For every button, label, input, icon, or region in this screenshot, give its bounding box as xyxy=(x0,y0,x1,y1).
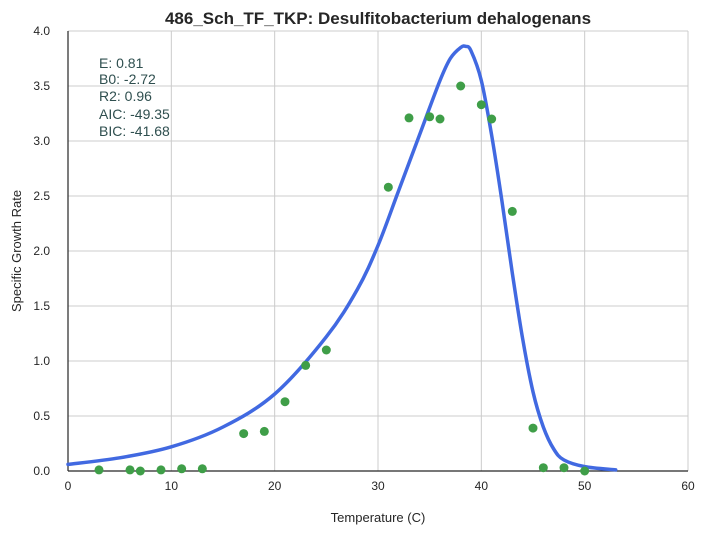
y-tick-label: 2.0 xyxy=(33,244,50,258)
x-tick-label: 30 xyxy=(371,479,385,493)
x-axis-label: Temperature (C) xyxy=(331,510,426,525)
data-point xyxy=(559,463,569,473)
data-point xyxy=(507,206,517,216)
x-tick-label: 60 xyxy=(681,479,695,493)
stat-e: E: 0.81 xyxy=(99,55,144,71)
data-point xyxy=(425,112,435,122)
data-point xyxy=(239,429,249,439)
y-tick-label: 1.5 xyxy=(33,299,50,313)
fit-curve xyxy=(66,44,618,472)
data-point xyxy=(476,100,486,110)
y-axis-label: Specific Growth Rate xyxy=(9,190,24,312)
y-tick-label: 1.0 xyxy=(33,354,50,368)
fit-statistics-annotation: E: 0.81 B0: -2.72 R2: 0.96 AIC: -49.35 B… xyxy=(99,55,170,139)
y-tick-label: 0.0 xyxy=(33,464,50,478)
data-point xyxy=(135,466,145,476)
y-tick-label: 4.0 xyxy=(33,24,50,38)
data-point xyxy=(456,81,466,91)
data-point xyxy=(156,465,166,475)
grid-lines xyxy=(68,30,689,471)
y-tick-label: 2.5 xyxy=(33,189,50,203)
x-tick-label: 40 xyxy=(475,479,489,493)
y-tick-label: 0.5 xyxy=(33,409,50,423)
data-point xyxy=(125,465,135,475)
y-tick-labels: 0.0 0.5 1.0 1.5 2.0 2.5 3.0 3.5 4.0 xyxy=(33,24,50,478)
data-point xyxy=(487,114,497,124)
data-point xyxy=(197,464,207,474)
x-tick-label: 50 xyxy=(578,479,592,493)
stat-r2: R2: 0.96 xyxy=(99,88,152,104)
y-tick-label: 3.0 xyxy=(33,134,50,148)
data-point xyxy=(580,466,590,476)
data-points-layer xyxy=(94,81,590,476)
fit-curve-layer xyxy=(66,44,618,472)
data-point xyxy=(435,114,445,124)
stat-aic: AIC: -49.35 xyxy=(99,106,170,122)
y-tick-label: 3.5 xyxy=(33,79,50,93)
x-tick-label: 10 xyxy=(165,479,179,493)
data-point xyxy=(383,182,393,192)
data-point xyxy=(538,463,548,473)
data-point xyxy=(259,426,269,436)
stat-b0: B0: -2.72 xyxy=(99,71,156,87)
x-tick-label: 20 xyxy=(268,479,282,493)
data-point xyxy=(528,423,538,433)
x-tick-label: 0 xyxy=(65,479,72,493)
data-point xyxy=(280,397,290,407)
data-point xyxy=(94,465,104,475)
data-point xyxy=(301,360,311,370)
x-tick-labels: 0 10 20 30 40 50 60 xyxy=(65,479,695,493)
data-point xyxy=(177,464,187,474)
stat-bic: BIC: -41.68 xyxy=(99,123,170,139)
data-point xyxy=(404,113,414,123)
data-point xyxy=(321,345,331,355)
chart-title: 486_Sch_TF_TKP: Desulfitobacterium dehal… xyxy=(165,9,591,28)
